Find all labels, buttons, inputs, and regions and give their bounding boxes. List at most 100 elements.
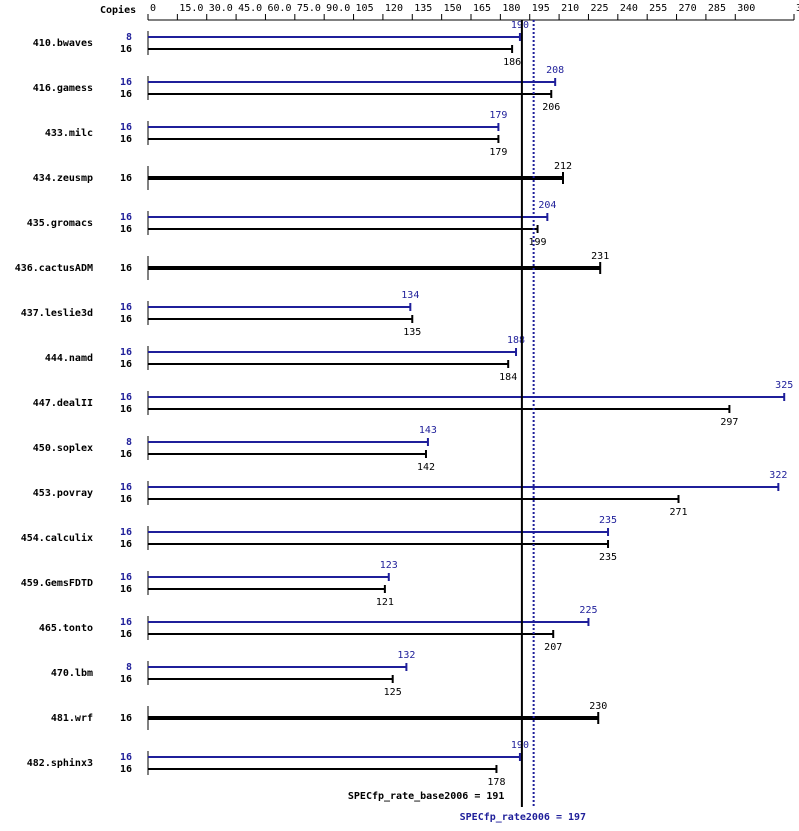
value-label: 188: [507, 335, 525, 346]
x-tick-label: 300: [737, 3, 755, 14]
benchmark-label: 444.namd: [45, 353, 93, 364]
x-tick-label: 120: [385, 3, 403, 14]
copies-label: 16: [120, 539, 132, 550]
copies-label: 16: [120, 302, 132, 313]
copies-label: 16: [120, 404, 132, 415]
x-tick-label: 0: [150, 3, 156, 14]
copies-label: 16: [120, 764, 132, 775]
value-label: 212: [554, 161, 572, 172]
copies-label: 16: [120, 347, 132, 358]
copies-label: 16: [120, 752, 132, 763]
benchmark-label: 482.sphinx3: [27, 757, 93, 769]
benchmark-label: 453.povray: [33, 488, 93, 499]
copies-label: 16: [120, 392, 132, 403]
benchmark-label: 465.tonto: [39, 623, 93, 634]
x-tick-label: 270: [679, 3, 697, 14]
x-tick-label: 75.0: [297, 3, 321, 14]
x-tick-label: 330: [796, 3, 799, 14]
value-label: 178: [487, 777, 505, 788]
value-label: 125: [384, 687, 402, 698]
benchmark-label: 459.GemsFDTD: [21, 578, 93, 589]
x-tick-label: 165: [473, 3, 491, 14]
x-tick-label: 240: [620, 3, 638, 14]
copies-label: 16: [120, 482, 132, 493]
x-tick-label: 135: [414, 3, 432, 14]
value-label: 271: [669, 507, 687, 518]
copies-label: 16: [120, 527, 132, 538]
copies-label: 16: [120, 629, 132, 640]
copies-label: 16: [120, 173, 132, 184]
copies-label: 16: [120, 134, 132, 145]
value-label: 225: [579, 605, 597, 616]
value-label: 184: [499, 372, 517, 383]
value-label: 235: [599, 515, 617, 526]
value-label: 134: [401, 290, 419, 301]
x-tick-label: 285: [708, 3, 726, 14]
copies-label: 16: [120, 314, 132, 325]
copies-label: 16: [120, 212, 132, 223]
x-tick-label: 195: [532, 3, 550, 14]
benchmark-label: 450.soplex: [33, 443, 93, 454]
value-label: 208: [546, 65, 564, 76]
benchmark-label: 435.gromacs: [27, 218, 93, 229]
value-label: 179: [489, 147, 507, 158]
x-tick-label: 210: [561, 3, 579, 14]
x-tick-label: 90.0: [326, 3, 350, 14]
benchmark-label: 470.lbm: [51, 668, 93, 679]
benchmark-label: 481.wrf: [51, 713, 93, 724]
copies-label: 16: [120, 224, 132, 235]
value-label: 121: [376, 597, 394, 608]
benchmark-label: 437.leslie3d: [21, 307, 93, 319]
x-tick-label: 180: [502, 3, 520, 14]
value-label: 190: [511, 20, 529, 31]
benchmark-label: 433.milc: [45, 127, 93, 139]
value-label: 186: [503, 57, 521, 68]
value-label: 322: [769, 470, 787, 481]
value-label: 297: [720, 417, 738, 428]
value-label: 230: [589, 701, 607, 712]
value-label: 325: [775, 380, 793, 391]
x-tick-label: 105: [356, 3, 374, 14]
benchmark-label: 416.gamess: [33, 83, 93, 94]
value-label: 204: [538, 200, 556, 211]
copies-label: 16: [120, 77, 132, 88]
value-label: 199: [529, 237, 547, 248]
benchmark-label: 454.calculix: [21, 532, 93, 544]
copies-label: 16: [120, 449, 132, 460]
benchmark-label: 434.zeusmp: [33, 173, 93, 184]
x-tick-label: 60.0: [267, 3, 291, 14]
copies-label: 16: [120, 617, 132, 628]
benchmark-label: 436.cactusADM: [15, 263, 93, 274]
copies-label: 16: [120, 494, 132, 505]
copies-label: 16: [120, 122, 132, 133]
benchmark-label: 447.dealII: [33, 398, 93, 409]
copies-label: 16: [120, 674, 132, 685]
copies-label: 8: [126, 32, 132, 43]
value-label: 135: [403, 327, 421, 338]
copies-label: 16: [120, 584, 132, 595]
value-label: 206: [542, 102, 560, 113]
value-label: 231: [591, 251, 609, 262]
copies-label: 16: [120, 713, 132, 724]
value-label: 179: [489, 110, 507, 121]
x-tick-label: 45.0: [238, 3, 262, 14]
x-tick-label: 255: [649, 3, 667, 14]
x-tick-label: 225: [590, 3, 608, 14]
benchmark-label: 410.bwaves: [33, 38, 93, 49]
copies-header: Copies: [100, 4, 136, 16]
value-label: 142: [417, 462, 435, 473]
value-label: 235: [599, 552, 617, 563]
copies-label: 16: [120, 89, 132, 100]
peak-metric-label: SPECfp_rate2006 = 197: [460, 812, 586, 823]
value-label: 190: [511, 740, 529, 751]
value-label: 132: [397, 650, 415, 661]
x-tick-label: 150: [444, 3, 462, 14]
base-metric-label: SPECfp_rate_base2006 = 191: [348, 791, 505, 802]
x-tick-label: 15.0: [179, 3, 203, 14]
copies-label: 16: [120, 359, 132, 370]
copies-label: 16: [120, 263, 132, 274]
value-label: 207: [544, 642, 562, 653]
copies-label: 8: [126, 437, 132, 448]
value-label: 143: [419, 425, 437, 436]
copies-label: 16: [120, 44, 132, 55]
